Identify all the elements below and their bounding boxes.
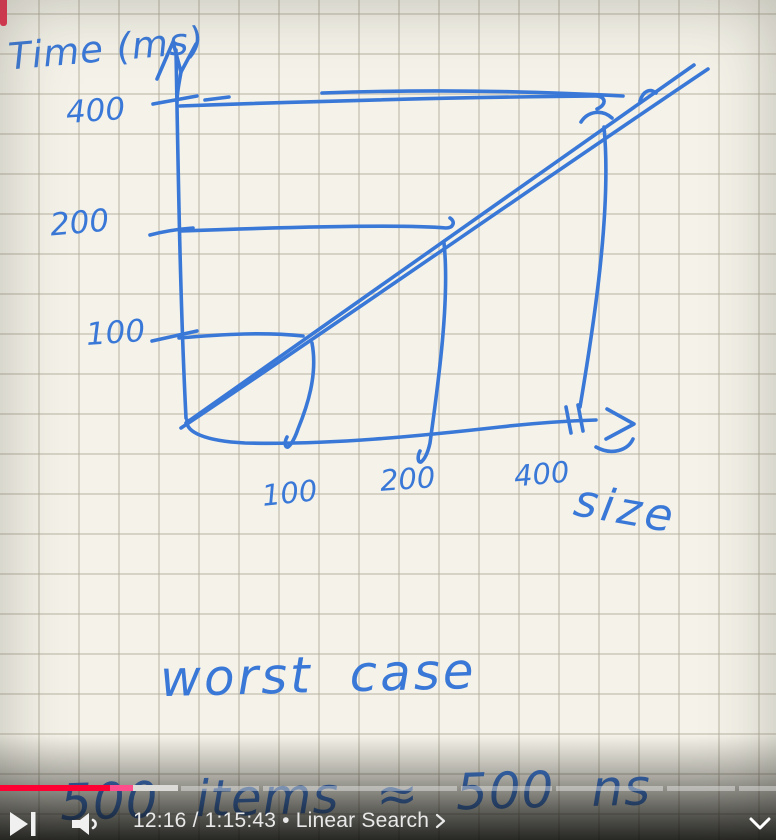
diagonal-hook <box>638 88 658 103</box>
seek-bar-chapter-segment <box>739 785 776 791</box>
next-video-button[interactable] <box>8 811 38 837</box>
drop-400 <box>578 125 608 409</box>
chapter-title-label: Linear Search <box>295 809 430 832</box>
guide-200 <box>179 216 455 233</box>
guide-400-b <box>320 89 625 98</box>
x-axis-arrow <box>604 407 636 441</box>
time-display: 12:16 / 1:15:43 <box>133 809 277 832</box>
x-tick-label-400: 400 <box>512 454 571 494</box>
y-tick-label-100: 100 <box>84 312 147 354</box>
play-next-icon <box>10 812 36 836</box>
x-axis-arrow-tail <box>594 437 635 454</box>
x-tick-label-100: 100 <box>260 473 319 513</box>
collapse-player-button[interactable] <box>748 816 772 832</box>
guide-400-arc <box>579 110 614 124</box>
y-tick-200 <box>148 226 195 237</box>
seek-bar-chapter-segment <box>181 785 259 791</box>
seek-bar-buffered <box>133 785 178 791</box>
y-tick-100 <box>150 329 199 343</box>
seek-bar-chapter-segment <box>667 785 735 791</box>
drop-100 <box>283 341 316 449</box>
guide-400-dash <box>203 95 231 102</box>
y-tick-label-400: 400 <box>64 90 127 132</box>
y-tick-label-200: 200 <box>48 202 111 244</box>
x-tick-400-b <box>576 403 585 433</box>
player-controls: 12:16 / 1:15:43 • Linear Search <box>0 800 776 840</box>
seek-bar-hover-segment <box>110 785 133 791</box>
volume-icon <box>72 813 97 835</box>
seek-bar-chapter-segment <box>556 785 663 791</box>
annotation-worst-case: worst case <box>159 641 478 709</box>
chevron-right-icon <box>435 808 446 838</box>
volume-button[interactable] <box>70 812 102 836</box>
y-tick-400 <box>151 94 199 106</box>
drop-200 <box>416 241 448 464</box>
chapter-title-button[interactable]: Linear Search <box>296 806 446 838</box>
guide-100 <box>177 332 305 340</box>
y-axis-top-flourish <box>155 40 198 81</box>
seek-bar[interactable] <box>0 785 776 791</box>
x-tick-label-200: 200 <box>378 460 437 498</box>
x-axis-line <box>185 418 598 446</box>
seek-bar-chapter-segment <box>461 785 552 791</box>
x-tick-400-a <box>564 405 573 435</box>
time-and-chapter: 12:16 / 1:15:43 • Linear Search <box>133 806 446 836</box>
seek-bar-played <box>0 785 110 791</box>
diagonal-line-a <box>184 63 696 425</box>
red-pen-mark <box>0 0 7 26</box>
seek-bar-chapter-segment <box>263 785 457 791</box>
chevron-down-icon <box>749 817 771 830</box>
bullet-separator: • <box>282 809 290 832</box>
guide-400-a <box>178 94 606 111</box>
diagonal-line-b <box>179 67 710 430</box>
